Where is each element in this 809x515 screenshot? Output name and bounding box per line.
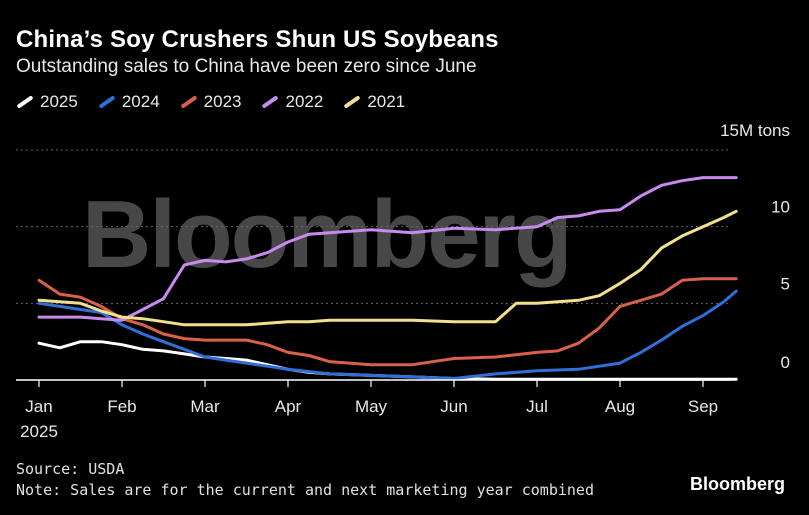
chart-title: China’s Soy Crushers Shun US Soybeans	[16, 26, 499, 53]
legend-item-2021: 2021	[343, 92, 405, 112]
x-tick-label-Mar: Mar	[190, 397, 220, 416]
x-tick-label-May: May	[355, 397, 388, 416]
x-tick-label-Jun: Jun	[440, 397, 467, 416]
legend-label-2024: 2024	[121, 92, 160, 111]
x-tick-label-Jan: Jan	[25, 397, 52, 416]
legend-label-2023: 2023	[203, 92, 242, 111]
series-line-2024	[37, 289, 738, 380]
legend-label-2021: 2021	[367, 92, 406, 111]
x-year-label: 2025	[20, 422, 58, 441]
source-note: Source: USDA	[16, 460, 125, 478]
legend-label-2025: 2025	[40, 92, 78, 111]
x-tick-label-Aug: Aug	[605, 397, 635, 416]
x-tick-label-Jul: Jul	[526, 397, 548, 416]
series-line-2023	[37, 277, 738, 367]
y-tick-label-5: 5	[781, 274, 790, 293]
footnote: Note: Sales are for the current and next…	[16, 481, 594, 499]
series-line-2021	[37, 209, 738, 327]
series-line-2022	[37, 176, 738, 322]
legend: 2025 2024 2023 2022 2021	[16, 92, 405, 112]
x-tick-label-Feb: Feb	[107, 397, 136, 416]
x-tick-label-Sep: Sep	[688, 397, 718, 416]
chart-subtitle: Outstanding sales to China have been zer…	[16, 56, 477, 77]
y-tick-label-10: 10	[771, 198, 790, 217]
legend-item-2023: 2023	[180, 92, 242, 112]
y-tick-label-15: 15M tons	[720, 121, 790, 140]
series-line-2025	[37, 340, 738, 381]
x-tick-label-Apr: Apr	[275, 397, 302, 416]
legend-label-2022: 2022	[285, 92, 324, 111]
legend-item-2025: 2025	[16, 92, 78, 112]
legend-item-2024: 2024	[98, 92, 160, 112]
y-tick-label-0: 0	[781, 353, 790, 372]
bloomberg-logo: Bloomberg	[689, 474, 785, 494]
legend-item-2022: 2022	[261, 92, 323, 112]
